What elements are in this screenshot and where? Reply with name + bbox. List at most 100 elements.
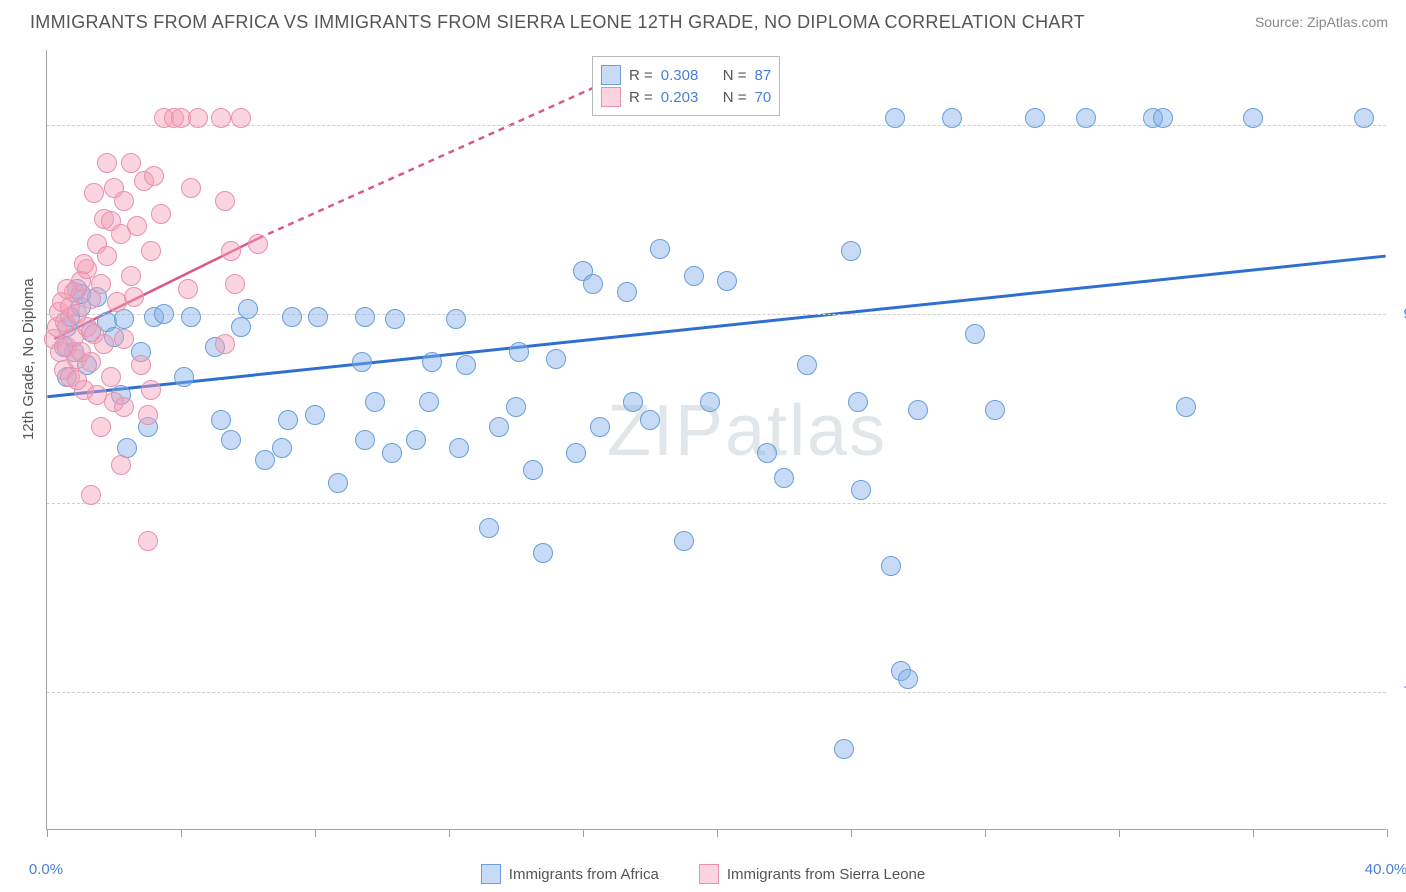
x-tick xyxy=(851,829,852,837)
data-point xyxy=(774,468,794,488)
data-point xyxy=(94,334,114,354)
x-tick xyxy=(717,829,718,837)
data-point xyxy=(151,204,171,224)
data-point xyxy=(489,417,509,437)
data-point xyxy=(238,299,258,319)
data-point xyxy=(942,108,962,128)
data-point xyxy=(211,108,231,128)
x-tick xyxy=(985,829,986,837)
series-legend: Immigrants from Africa Immigrants from Si… xyxy=(0,864,1406,884)
correlation-legend: R = 0.308 N = 87 R = 0.203 N = 70 xyxy=(592,56,780,116)
data-point xyxy=(131,355,151,375)
data-point xyxy=(114,329,134,349)
data-point xyxy=(188,108,208,128)
data-point xyxy=(225,274,245,294)
data-point xyxy=(57,279,77,299)
data-point xyxy=(1025,108,1045,128)
data-point xyxy=(523,460,543,480)
data-point xyxy=(272,438,292,458)
data-point xyxy=(583,274,603,294)
data-point xyxy=(446,309,466,329)
data-point xyxy=(231,108,251,128)
data-point xyxy=(221,430,241,450)
legend-row: R = 0.308 N = 87 xyxy=(601,65,771,85)
data-point xyxy=(449,438,469,458)
data-point xyxy=(365,392,385,412)
y-tick-label: 92.5% xyxy=(1391,306,1406,323)
x-tick xyxy=(1387,829,1388,837)
data-point xyxy=(231,317,251,337)
legend-row: R = 0.203 N = 70 xyxy=(601,87,771,107)
data-point xyxy=(114,397,134,417)
data-point xyxy=(885,108,905,128)
data-point xyxy=(141,380,161,400)
data-point xyxy=(328,473,348,493)
data-point xyxy=(101,367,121,387)
data-point xyxy=(533,543,553,563)
data-point xyxy=(546,349,566,369)
data-point xyxy=(898,669,918,689)
data-point xyxy=(282,307,302,327)
data-point xyxy=(355,307,375,327)
data-point xyxy=(138,531,158,551)
data-point xyxy=(111,455,131,475)
data-point xyxy=(406,430,426,450)
data-point xyxy=(97,246,117,266)
chart-title: IMMIGRANTS FROM AFRICA VS IMMIGRANTS FRO… xyxy=(30,12,1085,33)
data-point xyxy=(181,307,201,327)
data-point xyxy=(797,355,817,375)
x-tick xyxy=(181,829,182,837)
data-point xyxy=(674,531,694,551)
data-point xyxy=(506,397,526,417)
data-point xyxy=(640,410,660,430)
data-point xyxy=(67,370,87,390)
legend-swatch xyxy=(481,864,501,884)
data-point xyxy=(841,241,861,261)
data-point xyxy=(141,241,161,261)
data-point xyxy=(211,410,231,430)
data-point xyxy=(305,405,325,425)
legend-item: Immigrants from Africa xyxy=(481,864,659,884)
data-point xyxy=(479,518,499,538)
data-point xyxy=(419,392,439,412)
data-point xyxy=(757,443,777,463)
data-point xyxy=(848,392,868,412)
data-point xyxy=(965,324,985,344)
x-tick xyxy=(315,829,316,837)
data-point xyxy=(684,266,704,286)
data-point xyxy=(248,234,268,254)
data-point xyxy=(124,287,144,307)
x-tick xyxy=(1119,829,1120,837)
data-point xyxy=(352,352,372,372)
data-point xyxy=(91,274,111,294)
data-point xyxy=(114,191,134,211)
legend-swatch xyxy=(601,87,621,107)
trend-lines xyxy=(47,50,1386,829)
x-tick xyxy=(1253,829,1254,837)
data-point xyxy=(74,254,94,274)
data-point xyxy=(456,355,476,375)
data-point xyxy=(91,417,111,437)
data-point xyxy=(221,241,241,261)
data-point xyxy=(355,430,375,450)
data-point xyxy=(1243,108,1263,128)
data-point xyxy=(174,367,194,387)
data-point xyxy=(382,443,402,463)
data-point xyxy=(121,266,141,286)
data-point xyxy=(422,352,442,372)
scatter-plot: ZIPatlas R = 0.308 N = 87 R = 0.203 N = … xyxy=(46,50,1386,830)
data-point xyxy=(97,153,117,173)
legend-swatch xyxy=(699,864,719,884)
data-point xyxy=(700,392,720,412)
data-point xyxy=(385,309,405,329)
data-point xyxy=(81,485,101,505)
data-point xyxy=(1354,108,1374,128)
x-tick-label: 40.0% xyxy=(1365,861,1406,878)
legend-item: Immigrants from Sierra Leone xyxy=(699,864,925,884)
data-point xyxy=(154,304,174,324)
data-point xyxy=(127,216,147,236)
watermark: ZIPatlas xyxy=(607,390,887,472)
data-point xyxy=(308,307,328,327)
data-point xyxy=(178,279,198,299)
data-point xyxy=(590,417,610,437)
